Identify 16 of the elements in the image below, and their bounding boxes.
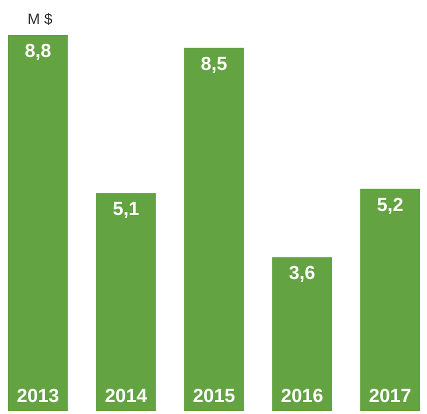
x-tick-label: 2014 [104, 386, 148, 407]
x-tick-label: 2017 [368, 386, 412, 407]
data-label: 8,8 [24, 41, 52, 62]
bar [8, 35, 68, 411]
data-label: 8,5 [200, 54, 228, 75]
bar [272, 257, 332, 411]
bar [96, 193, 156, 411]
data-label: 5,1 [112, 199, 140, 220]
data-label: 3,6 [288, 263, 316, 284]
data-label: 5,2 [376, 194, 404, 216]
bar [184, 48, 244, 411]
y-axis-title: M $ [27, 11, 54, 28]
x-tick-label: 2013 [16, 386, 60, 407]
bar [360, 188, 420, 411]
x-tick-label: 2015 [192, 386, 236, 407]
x-tick-label: 2016 [280, 386, 324, 407]
